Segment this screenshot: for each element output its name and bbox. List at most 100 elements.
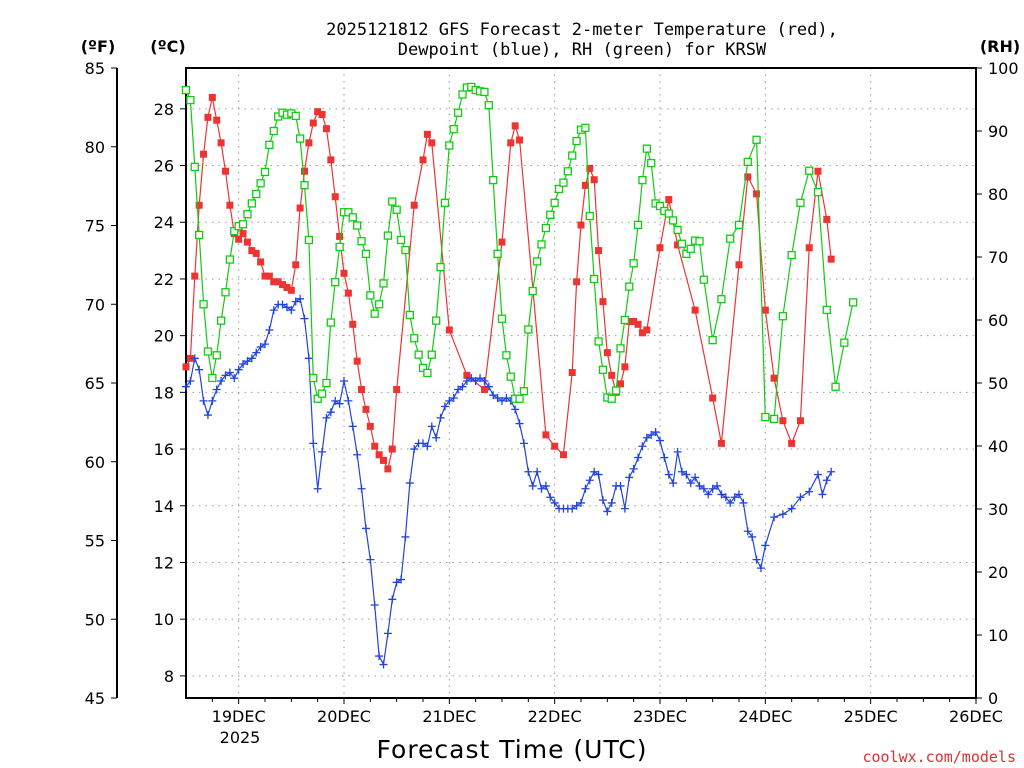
fahrenheit-tick-label: 70 (85, 295, 105, 314)
temperature-point (603, 349, 611, 357)
dewpoint-point (427, 422, 436, 431)
dewpoint-point (375, 652, 384, 661)
dewpoint-point (462, 377, 471, 386)
dewpoint-point (423, 442, 432, 451)
temperature-point (788, 439, 796, 447)
dewpoint-point (344, 396, 353, 405)
rh-point (629, 259, 638, 268)
temperature-point (195, 201, 203, 209)
rh-point (190, 162, 199, 172)
rh-tick-label: 90 (988, 122, 1008, 141)
dewpoint-point (717, 490, 726, 499)
x-tick-label: 21DEC (422, 707, 476, 726)
temperature-point (239, 230, 247, 238)
dewpoint-point (651, 428, 660, 437)
rh-point (195, 230, 204, 240)
dewpoint-point (243, 357, 252, 366)
dewpoint-point (524, 467, 533, 476)
temperature-point (590, 176, 598, 184)
rh-point (563, 167, 572, 176)
temperature-point (248, 247, 256, 255)
rh-point (532, 257, 542, 266)
celsius-tick-label: 16 (154, 440, 174, 459)
dewpoint-point (458, 382, 467, 391)
dewpoint-point (642, 433, 651, 442)
dewpoint-point (217, 377, 226, 386)
rh-point (695, 237, 704, 246)
temperature-point (182, 363, 190, 371)
rh-point (515, 394, 524, 403)
dewpoint-point (713, 481, 722, 490)
dewpoint-point (585, 476, 594, 485)
temperature-point (625, 317, 633, 325)
dewpoint-point (528, 481, 537, 490)
dewpoint-point (230, 374, 239, 383)
dewpoint-point (361, 524, 370, 533)
rh-point (682, 249, 691, 259)
rh-point (497, 314, 507, 323)
temperature-point (384, 465, 392, 473)
temperature-point (208, 93, 216, 101)
dewpoint-point (313, 484, 322, 493)
rh-tick-label: 80 (988, 185, 1008, 204)
rh-tick-label: 40 (988, 437, 1008, 456)
rh-tick-label: 30 (988, 500, 1008, 519)
temperature-point (423, 130, 431, 138)
rh-point (761, 412, 770, 422)
dewpoint-point (269, 306, 278, 315)
temperature-point (516, 136, 524, 144)
rh-point (414, 350, 423, 359)
dewpoint-point (348, 422, 357, 431)
rh-point (392, 205, 401, 214)
temperature-point (551, 442, 559, 450)
rh-point (699, 275, 709, 284)
rh-point (317, 389, 327, 398)
temperature-point (630, 317, 638, 325)
dewpoint-point (695, 481, 704, 490)
temperature-point (599, 298, 607, 306)
temperature-point (796, 417, 804, 425)
rh-point (708, 336, 717, 345)
dewpoint-point (546, 493, 555, 502)
celsius-unit-label: (ºC) (150, 37, 185, 56)
rh-point (181, 85, 191, 95)
rh-point (607, 394, 616, 403)
dewpoint-point (735, 490, 743, 499)
rh-point (427, 350, 436, 359)
dewpoint-point (756, 564, 765, 573)
dewpoint-point (721, 493, 730, 502)
temperature-point (634, 320, 642, 328)
dewpoint-point (537, 484, 546, 493)
temperature-series (182, 93, 835, 473)
dewpoint-point (291, 297, 300, 306)
temperature-point (621, 363, 629, 371)
dewpoint-point (515, 419, 524, 428)
rh-point (559, 178, 568, 187)
temperature-point (305, 139, 313, 147)
dewpoint-point (489, 391, 498, 400)
temperature-point (814, 167, 822, 175)
temperature-point (388, 445, 396, 453)
rh-point (405, 310, 414, 320)
temperature-point (318, 110, 326, 118)
dewpoint-point (357, 484, 366, 493)
rh-point (647, 158, 656, 168)
dewpoint-point (182, 382, 190, 391)
rh-point (585, 211, 594, 221)
rh-tick-label: 100 (988, 59, 1019, 78)
dewpoint-point (419, 439, 427, 448)
dewpoint-point (199, 396, 208, 405)
dewpoint-point (234, 365, 243, 374)
temperature-point (805, 244, 813, 252)
dewpoint-point (476, 374, 485, 383)
dewpoint-point (730, 493, 739, 502)
dewpoint-point (699, 484, 708, 493)
temperature-point (349, 320, 357, 328)
rh-point (506, 372, 515, 381)
temperature-point (507, 139, 515, 147)
temperature-point (336, 232, 344, 240)
dewpoint-point (533, 467, 542, 476)
rh-point (436, 262, 445, 272)
x-tick-label: 22DEC (528, 707, 582, 726)
temperature-point (779, 417, 787, 425)
